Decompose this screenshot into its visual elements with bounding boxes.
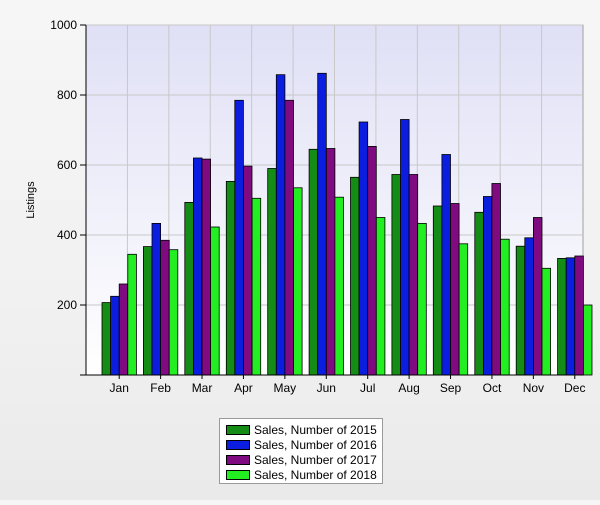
bar-nov-1 [515, 245, 526, 376]
x-tick-label-jun: Jun [317, 381, 336, 395]
legend-label-2016: Sales, Number of 2016 [254, 437, 377, 452]
bar-sep-4 [458, 243, 469, 376]
bar-nov-3 [533, 217, 543, 376]
bar-jan-3 [118, 283, 129, 376]
bar-may-3 [284, 99, 294, 376]
bar-aug-3 [408, 174, 419, 376]
bar-apr-2 [234, 99, 244, 376]
x-tick-label-feb: Feb [150, 381, 171, 395]
bar-aug-1 [391, 174, 401, 376]
bar-aug-2 [400, 119, 410, 376]
bar-jan-4 [127, 253, 137, 376]
x-tick-label-may: May [274, 381, 297, 395]
bar-nov-2 [524, 237, 534, 376]
bar-oct-2 [482, 196, 493, 376]
bar-oct-4 [500, 238, 510, 376]
x-tick-label-mar: Mar [192, 381, 213, 395]
bar-jul-3 [367, 145, 377, 376]
bar-aug-4 [417, 222, 427, 376]
bar-may-4 [293, 187, 303, 376]
y-tick-label: 600 [57, 158, 77, 172]
x-tick-label-oct: Oct [483, 381, 502, 395]
bar-jul-4 [375, 217, 386, 376]
y-tick-label: 400 [57, 228, 77, 242]
x-tick-label-dec: Dec [564, 381, 585, 395]
bar-oct-1 [474, 211, 484, 376]
legend-item-2015: Sales, Number of 2015 [226, 422, 382, 437]
bar-jun-2 [317, 72, 327, 376]
bar-jul-1 [350, 176, 360, 376]
bar-sep-3 [450, 203, 460, 376]
bar-feb-4 [168, 249, 179, 376]
bar-jan-2 [110, 295, 120, 376]
bar-may-1 [267, 168, 277, 376]
y-tick-label: 800 [57, 88, 77, 102]
legend-label-2018: Sales, Number of 2018 [254, 467, 377, 482]
bar-apr-1 [225, 180, 236, 376]
bar-sep-1 [432, 205, 443, 376]
legend-item-2016: Sales, Number of 2016 [226, 437, 382, 452]
legend-swatch-2017 [226, 454, 250, 465]
bar-dec-2 [565, 257, 576, 376]
bar-dec-3 [574, 255, 584, 376]
bar-mar-3 [201, 158, 212, 376]
y-tick-label: 200 [57, 298, 77, 312]
x-tick-label-aug: Aug [398, 381, 419, 395]
legend-item-2017: Sales, Number of 2017 [226, 452, 382, 467]
bar-mar-1 [184, 201, 194, 376]
legend-label-2015: Sales, Number of 2015 [254, 422, 377, 437]
bar-sep-2 [441, 154, 451, 376]
x-tick-label-nov: Nov [523, 381, 544, 395]
x-tick-label-apr: Apr [234, 381, 253, 395]
bar-jan-1 [101, 302, 112, 376]
x-tick-label-sep: Sep [440, 381, 462, 395]
bar-mar-2 [192, 157, 203, 376]
legend-swatch-2016 [226, 439, 250, 450]
bar-apr-4 [251, 197, 262, 376]
legend-item-2018: Sales, Number of 2018 [226, 467, 382, 482]
legend-label-2017: Sales, Number of 2017 [254, 452, 377, 467]
legend-swatch-2018 [226, 469, 250, 480]
bar-jun-1 [308, 148, 319, 376]
y-tick-label: 1000 [50, 18, 77, 32]
bar-feb-3 [160, 239, 170, 376]
x-tick-label-jan: Jan [110, 381, 129, 395]
bar-jun-3 [325, 148, 336, 376]
bar-jun-4 [334, 196, 344, 376]
bar-feb-1 [142, 246, 153, 376]
bar-feb-2 [151, 222, 162, 376]
bar-may-2 [275, 74, 286, 376]
bar-jul-2 [358, 121, 369, 376]
bars-layer [101, 72, 593, 376]
bar-oct-3 [491, 183, 501, 376]
legend-swatch-2015 [226, 424, 250, 435]
legend: Sales, Number of 2015 Sales, Number of 2… [219, 418, 383, 484]
bar-dec-4 [583, 304, 593, 376]
y-axis-label: Listings [25, 181, 37, 219]
bar-mar-4 [210, 226, 220, 376]
axis-layer: 200 400 600 800 1000 Jan Feb Mar Apr May Jun Jul Aug… [50, 18, 585, 395]
bar-apr-3 [242, 165, 253, 376]
bar-nov-4 [541, 267, 552, 376]
x-tick-label-jul: Jul [360, 381, 375, 395]
bar-dec-1 [557, 257, 567, 376]
